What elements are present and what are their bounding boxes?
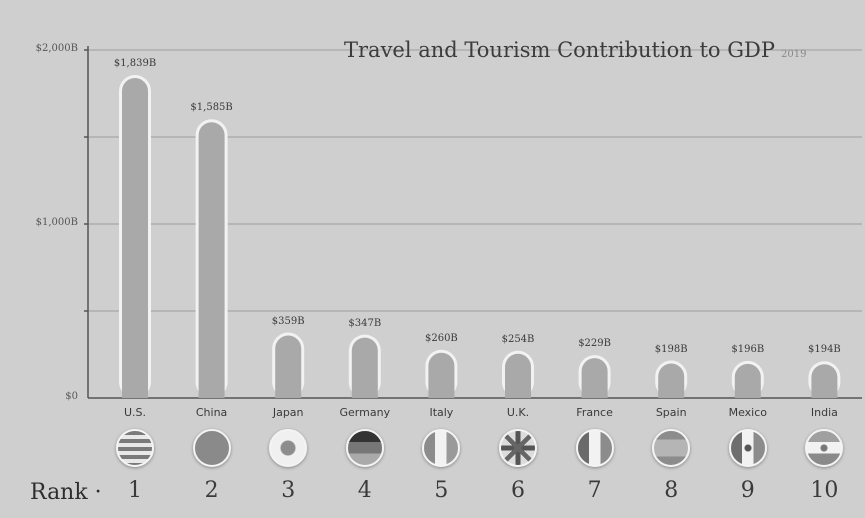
india-flag-icon bbox=[805, 429, 844, 467]
france-flag-icon bbox=[575, 429, 614, 467]
chart-title: Travel and Tourism Contribution to GDP 20… bbox=[344, 38, 806, 62]
rank-number: 6 bbox=[511, 478, 525, 503]
china-flag-icon bbox=[192, 429, 231, 467]
chart-title-text: Travel and Tourism Contribution to GDP bbox=[344, 38, 775, 62]
bar-base bbox=[198, 385, 225, 398]
rank-label: Rank · bbox=[30, 480, 102, 505]
italy-flag-icon bbox=[422, 429, 461, 467]
rank-number: 8 bbox=[664, 478, 679, 503]
bar-value-label: $198B bbox=[654, 343, 688, 355]
bar bbox=[351, 337, 378, 398]
rank-number: 3 bbox=[281, 478, 296, 503]
rank-label-text: Rank bbox=[30, 480, 88, 505]
japan-flag-icon bbox=[269, 429, 308, 467]
x-category-label: U.K. bbox=[506, 406, 530, 419]
y-tick-label: $2,000B bbox=[35, 43, 78, 54]
x-category-label: Japan bbox=[272, 406, 304, 419]
bar-value-label: $347B bbox=[348, 317, 382, 329]
x-category-label: Italy bbox=[429, 406, 454, 419]
bar-base bbox=[505, 385, 531, 398]
rank-number: 7 bbox=[587, 478, 602, 503]
x-category-label: Germany bbox=[339, 406, 391, 419]
x-category-label: India bbox=[810, 406, 838, 419]
bar-base bbox=[122, 385, 148, 398]
bar-value-label: $254B bbox=[501, 333, 535, 345]
bar-value-label: $196B bbox=[731, 343, 765, 355]
rank-number: 1 bbox=[128, 478, 142, 503]
bar bbox=[122, 78, 148, 398]
bar bbox=[198, 122, 225, 399]
x-category-label: France bbox=[576, 406, 613, 419]
rank-number: 4 bbox=[357, 478, 372, 503]
rank-number: 2 bbox=[204, 478, 219, 503]
rank-number: 9 bbox=[740, 478, 755, 503]
bar-base bbox=[428, 385, 455, 398]
germany-flag-icon bbox=[345, 429, 384, 467]
us-flag-icon bbox=[116, 429, 154, 467]
bar-base bbox=[734, 385, 761, 398]
bar-value-label: $260B bbox=[424, 332, 458, 344]
x-category-label: China bbox=[195, 406, 228, 419]
y-tick-label: $1,000B bbox=[35, 217, 78, 228]
x-category-label: Spain bbox=[655, 406, 687, 419]
y-tick-label: $0 bbox=[65, 391, 78, 402]
x-category-label: U.S. bbox=[123, 406, 147, 419]
bar-base bbox=[351, 385, 378, 398]
spain-flag-icon bbox=[652, 429, 691, 467]
bar-value-label: $359B bbox=[271, 315, 305, 327]
bar bbox=[275, 335, 302, 398]
rank-number: 5 bbox=[434, 478, 449, 503]
bar-value-label: $1,839B bbox=[113, 58, 157, 69]
bar-value-label: $194B bbox=[807, 344, 841, 356]
bar-base bbox=[658, 385, 685, 398]
bar-base bbox=[581, 385, 608, 398]
rank-number: 10 bbox=[810, 478, 839, 503]
chart-subtitle: 2019 bbox=[780, 49, 807, 60]
uk-flag-icon bbox=[499, 429, 537, 467]
x-category-label: Mexico bbox=[728, 406, 767, 419]
bar-base bbox=[275, 385, 302, 398]
bar-value-label: $1,585B bbox=[190, 102, 233, 114]
bar-value-label: $229B bbox=[578, 338, 611, 350]
bar-base bbox=[811, 385, 838, 398]
mexico-flag-icon bbox=[728, 429, 767, 467]
